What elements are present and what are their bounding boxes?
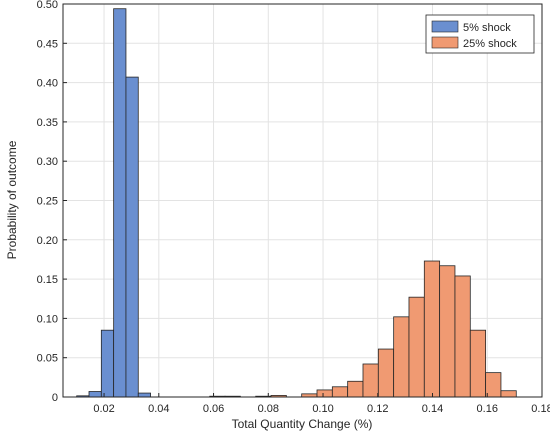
histogram-bar: [113, 8, 127, 398]
histogram-bar: [393, 316, 410, 398]
histogram-bar: [500, 390, 517, 398]
x-tick-label: 0.06: [203, 403, 224, 415]
legend-label-25pct: 25% shock: [463, 38, 517, 50]
histogram-bar: [347, 380, 364, 398]
histogram-bar: [485, 372, 502, 398]
histogram-bar: [331, 386, 349, 398]
histogram-bar: [100, 329, 115, 398]
histogram-bar: [362, 363, 379, 398]
legend-label-5pct: 5% shock: [463, 22, 511, 34]
histogram-bar: [469, 329, 487, 398]
x-tick-label: 0.10: [312, 403, 333, 415]
y-tick-label: 0.50: [37, 0, 58, 11]
x-tick-label: 0.12: [367, 403, 388, 415]
x-tick-label: 0.02: [93, 403, 114, 415]
x-axis-ticks: 0.02 0.04 0.06 0.08 0.10 0.12 0.14 0.16 0.18: [93, 393, 550, 415]
histogram-bar: [408, 296, 425, 398]
legend: 5% shock 25% shock: [425, 14, 535, 54]
y-tick-label: 0.40: [37, 78, 58, 90]
y-tick-label: 0.30: [37, 156, 58, 168]
y-tick-label: 0.35: [37, 117, 58, 129]
y-tick-label: 0.05: [37, 353, 58, 365]
x-tick-label: 0.04: [148, 403, 169, 415]
y-tick-label: 0.15: [37, 274, 58, 286]
histogram-bar: [316, 389, 333, 398]
legend-swatch-5pct: [431, 20, 459, 33]
x-tick-label: 0.18: [531, 403, 550, 415]
y-tick-label: 0.20: [37, 235, 58, 247]
histogram-bar: [88, 391, 102, 398]
histogram-bar: [137, 392, 151, 398]
series-5pct-bars: [76, 8, 151, 398]
y-tick-label: 0.45: [37, 38, 58, 50]
histogram-bar: [377, 348, 395, 398]
x-axis-label: Total Quantity Change (%): [232, 417, 373, 431]
y-axis-label: Probability of outcome: [5, 140, 19, 259]
histogram-bar: [439, 265, 456, 398]
y-tick-label: 0.10: [37, 313, 58, 325]
x-tick-label: 0.16: [477, 403, 498, 415]
legend-swatch-25pct: [431, 36, 459, 49]
x-tick-label: 0.14: [422, 403, 443, 415]
histogram-bar: [125, 76, 139, 398]
x-tick-label: 0.08: [258, 403, 279, 415]
y-tick-label: 0.25: [37, 196, 58, 208]
histogram-bar: [454, 275, 471, 398]
histogram-bar: [423, 260, 441, 398]
series-25pct-bars: [209, 260, 517, 398]
y-axis-ticks: 0 0.05 0.10 0.15 0.20 0.25 0.30 0.35 0.40 0.45 0.5…: [37, 0, 67, 404]
y-tick-label: 0: [52, 392, 58, 404]
